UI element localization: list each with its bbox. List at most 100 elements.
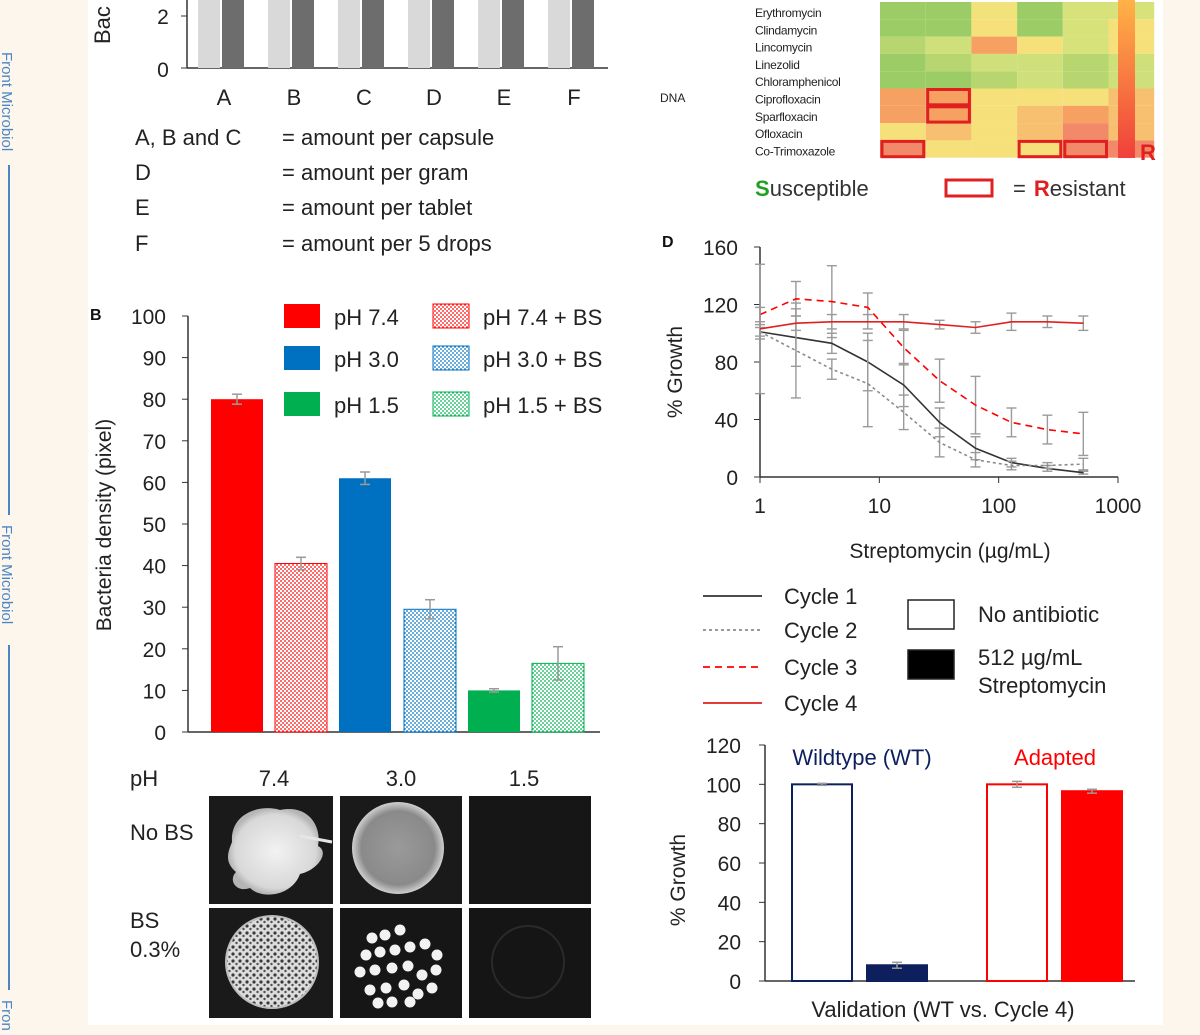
heatmap-cell	[1062, 140, 1109, 158]
plate-grid: pH 7.4 3.0 1.5 No BS BS 0.3%	[130, 766, 591, 1018]
bar	[986, 783, 1048, 982]
plate-row-label: 0.3%	[130, 937, 180, 962]
y-tick-label: 80	[143, 389, 166, 412]
x-tick-label: 10	[868, 495, 891, 518]
heatmap-cell	[880, 140, 926, 158]
legend-desc: = amount per gram	[282, 160, 468, 185]
colony	[394, 924, 406, 936]
y-tick-label: 20	[718, 932, 741, 955]
plate-col-label: 7.4	[259, 766, 290, 791]
colony-disc	[352, 802, 444, 894]
susceptible-initial: S	[755, 176, 770, 201]
heatmap-cell	[880, 123, 926, 141]
legend-swatch	[284, 304, 320, 328]
bar-light	[408, 0, 430, 68]
plate-image	[469, 908, 591, 1018]
antibiotic-labels: Erythromycin Clindamycin Lincomycin Linezol…	[755, 6, 841, 158]
plate-image	[340, 908, 462, 1018]
antibiotic-label: Erythromycin	[755, 6, 821, 20]
y-tick-label: 100	[706, 774, 741, 797]
legend-label: No antibiotic	[978, 602, 1099, 627]
heatmap-cell	[925, 19, 972, 37]
heatmap-cell	[1062, 2, 1109, 20]
heatmap-cell	[1017, 123, 1063, 141]
x-tick-label: 1	[754, 495, 766, 518]
colony	[430, 964, 442, 976]
bar-dark	[572, 0, 594, 68]
heatmap-cell	[971, 19, 1018, 37]
resistant-marker	[880, 139, 926, 159]
heatmap-cell	[880, 71, 926, 89]
legend-label: Streptomycin	[978, 673, 1106, 698]
heatmap-cell	[1062, 71, 1109, 89]
x-axis-label: Validation (WT vs. Cycle 4)	[811, 997, 1074, 1022]
legend-key: F	[135, 231, 148, 256]
legend-desc: = amount per capsule	[282, 125, 494, 150]
y-tick-label: 20	[143, 639, 166, 662]
legend-key: E	[135, 195, 150, 220]
legend-swatch	[284, 392, 320, 416]
bar-light	[548, 0, 570, 68]
heatmap-cell	[880, 36, 926, 54]
panel-a-bars	[198, 0, 594, 68]
heatmap-cell	[1062, 88, 1109, 106]
y-tick-label: 160	[703, 237, 738, 260]
heatmap-cell	[925, 53, 972, 72]
bar-light	[478, 0, 500, 68]
legend-label: Cycle 3	[784, 655, 857, 680]
susceptible-rest: usceptible	[770, 176, 869, 201]
panel-d-legend: Cycle 1 Cycle 2 Cycle 3 Cycle 4 No antibioti…	[703, 584, 1106, 716]
category-label: A	[217, 85, 232, 110]
resistant-marker	[1063, 139, 1109, 159]
heatmap-cell	[880, 53, 926, 72]
chart-validation: 0 20 40 60 80 100 120 % Growth Validation (WT vs…	[667, 735, 1135, 1022]
legend-key: A, B and C	[135, 125, 242, 150]
legend-swatch	[432, 345, 470, 371]
plate-image	[469, 796, 591, 904]
journal-link[interactable]: Front Microbiol	[0, 525, 15, 625]
plate-row-label: No BS	[130, 820, 194, 845]
heatmap-cell	[971, 53, 1018, 72]
journal-link[interactable]: Fron	[0, 1000, 15, 1031]
heatmap-cell	[971, 88, 1018, 106]
dna-label: DNA	[660, 91, 685, 105]
heatmap-cell	[971, 2, 1018, 20]
series-line	[759, 331, 1084, 467]
colony	[412, 988, 424, 1000]
bar-dark	[222, 0, 244, 68]
antibiotic-label: Ciprofloxacin	[755, 93, 820, 107]
colony	[369, 964, 381, 976]
legend-label: pH 7.4	[334, 305, 399, 330]
antibiotic-label: Clindamycin	[755, 23, 817, 37]
sidebar-divider	[8, 165, 10, 515]
heatmap-cell	[925, 140, 972, 158]
group-label: Wildtype (WT)	[792, 745, 931, 770]
legend-label: pH 1.5	[334, 393, 399, 418]
heatmap-cell	[1017, 71, 1063, 89]
group-label: Adapted	[1014, 745, 1096, 770]
legend-label: pH 3.0 + BS	[483, 347, 602, 372]
panel-a-ylabel-partial: Bac	[90, 6, 115, 44]
heatmap-cells	[880, 2, 1155, 159]
colony	[398, 979, 410, 991]
colony-spread	[228, 808, 323, 895]
heatmap-cell	[925, 123, 972, 141]
resistant-marker	[1017, 139, 1063, 159]
category-label: D	[426, 85, 442, 110]
y-tick-label: 80	[715, 352, 738, 375]
colony	[360, 949, 372, 961]
antibiotic-label: Co-Trimoxazole	[755, 144, 836, 158]
heatmap-cell	[1017, 2, 1063, 20]
legend-swatch	[907, 649, 955, 680]
y-tick-label: 0	[154, 722, 166, 745]
heatmap-cell	[880, 2, 926, 20]
heatmap-cell	[1062, 105, 1109, 124]
journal-link[interactable]: Front Microbiol	[0, 52, 15, 152]
y-tick-label: 80	[718, 814, 741, 837]
y-axis-label: Bacteria density (pixel)	[93, 419, 116, 631]
panel-c: DNA Erythromycin Clindamycin Lincomycin Lin…	[660, 0, 1156, 201]
category-label: E	[497, 85, 512, 110]
bar	[468, 690, 520, 732]
